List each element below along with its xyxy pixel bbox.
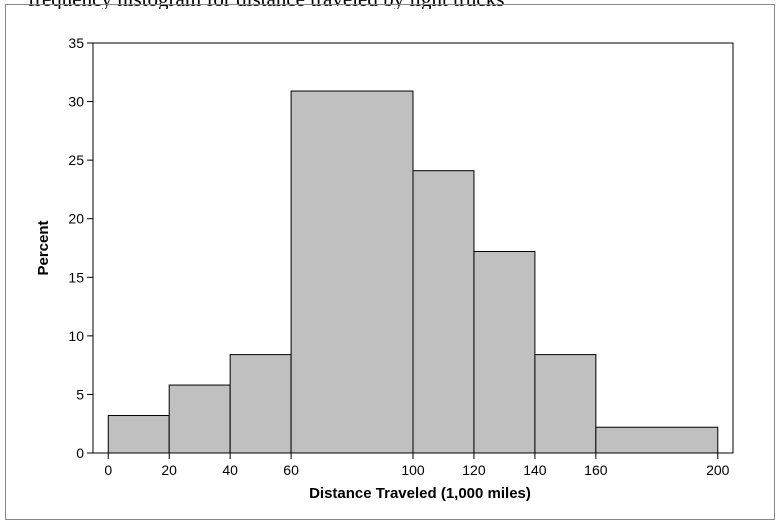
chart-frame <box>5 4 775 520</box>
x-tick-label-20: 20 <box>161 462 177 478</box>
histogram-bar-100-120 <box>412 170 475 454</box>
y-tick-label-10: 10 <box>68 328 84 344</box>
x-tick-label-40: 40 <box>222 462 238 478</box>
histogram-bar-20-40 <box>168 384 231 454</box>
x-tick-label-100: 100 <box>401 462 425 478</box>
histogram-bar-0-20 <box>107 415 170 454</box>
x-axis: 0 20 40 60 100 120 140 160 200 <box>104 453 730 478</box>
x-tick-label-0: 0 <box>104 462 112 478</box>
bars-group <box>107 90 719 454</box>
y-tick-label-30: 30 <box>68 94 84 110</box>
y-tick-label-25: 25 <box>68 152 84 168</box>
y-axis-title: Percent <box>35 220 52 275</box>
histogram-bar-160-200 <box>595 426 719 454</box>
y-tick-label-0: 0 <box>76 445 84 461</box>
y-tick-label-35: 35 <box>68 35 84 51</box>
x-tick-label-200: 200 <box>706 462 730 478</box>
x-tick-label-160: 160 <box>584 462 608 478</box>
y-tick-label-20: 20 <box>68 211 84 227</box>
histogram-bar-120-140 <box>473 251 536 454</box>
x-axis-title: Distance Traveled (1,000 miles) <box>309 485 531 502</box>
y-tick-label-5: 5 <box>76 386 84 402</box>
histogram-bar-60-100 <box>290 90 414 454</box>
y-tick-label-15: 15 <box>68 269 84 285</box>
y-axis: 0 5 10 15 20 25 30 35 <box>68 35 93 461</box>
histogram-bar-140-160 <box>534 354 597 454</box>
histogram-bar-40-60 <box>229 354 292 454</box>
x-tick-label-60: 60 <box>283 462 299 478</box>
x-tick-label-120: 120 <box>462 462 486 478</box>
x-tick-label-140: 140 <box>523 462 547 478</box>
